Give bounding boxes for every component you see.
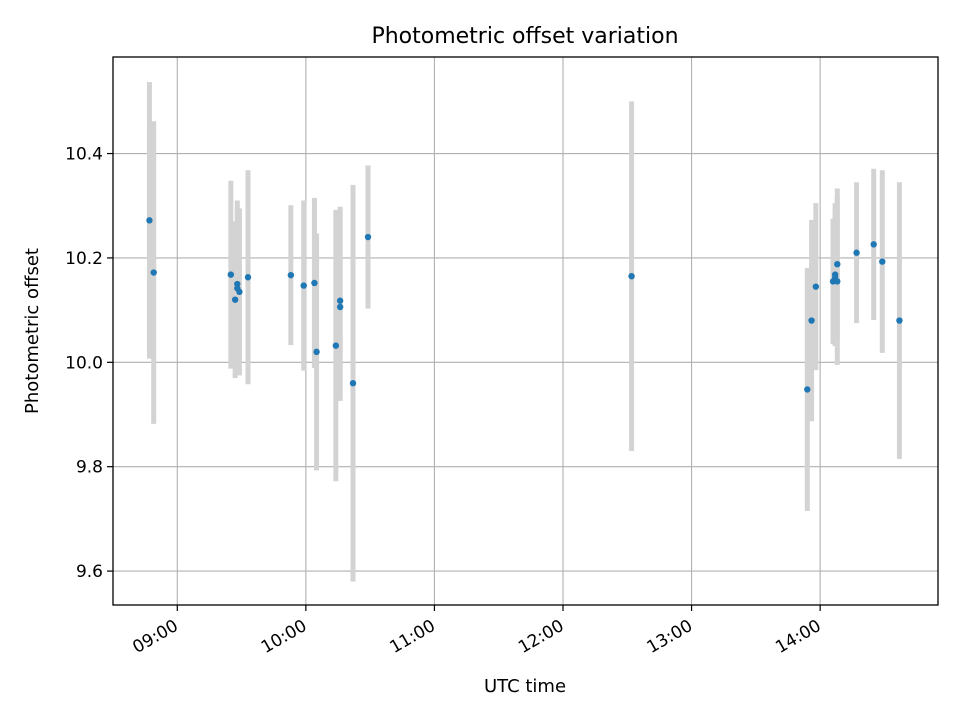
y-tick-label: 9.8 bbox=[76, 458, 103, 478]
data-point bbox=[870, 241, 877, 248]
data-point bbox=[364, 233, 372, 241]
data-point bbox=[244, 274, 252, 281]
data-point bbox=[834, 278, 841, 285]
data-point bbox=[853, 249, 860, 256]
y-tick-label: 9.6 bbox=[76, 562, 103, 582]
y-tick-label: 10.2 bbox=[65, 249, 103, 269]
data-point bbox=[834, 260, 841, 268]
data-point bbox=[300, 282, 307, 289]
point-layer bbox=[146, 217, 903, 393]
x-axis-label: UTC time bbox=[484, 676, 566, 697]
data-point bbox=[332, 342, 340, 349]
data-point bbox=[231, 296, 239, 303]
data-point bbox=[628, 273, 635, 280]
data-point bbox=[311, 279, 318, 287]
data-point bbox=[349, 379, 357, 387]
y-tick-label: 10.4 bbox=[65, 145, 103, 165]
data-point bbox=[896, 317, 903, 324]
data-point bbox=[287, 271, 295, 279]
data-point bbox=[146, 217, 153, 224]
chart-title: Photometric offset variation bbox=[371, 24, 678, 49]
data-point bbox=[812, 283, 820, 290]
data-point bbox=[336, 297, 344, 304]
y-tick-label: 10.0 bbox=[65, 353, 103, 373]
data-point bbox=[313, 348, 320, 356]
data-point bbox=[336, 303, 344, 311]
data-point bbox=[227, 271, 235, 278]
axes-frame bbox=[112, 56, 939, 606]
data-point bbox=[150, 269, 157, 276]
y-axis-label: Photometric offset bbox=[22, 248, 43, 414]
data-point bbox=[236, 288, 243, 296]
data-point bbox=[879, 258, 886, 265]
data-point bbox=[808, 317, 815, 324]
data-point bbox=[804, 386, 811, 393]
